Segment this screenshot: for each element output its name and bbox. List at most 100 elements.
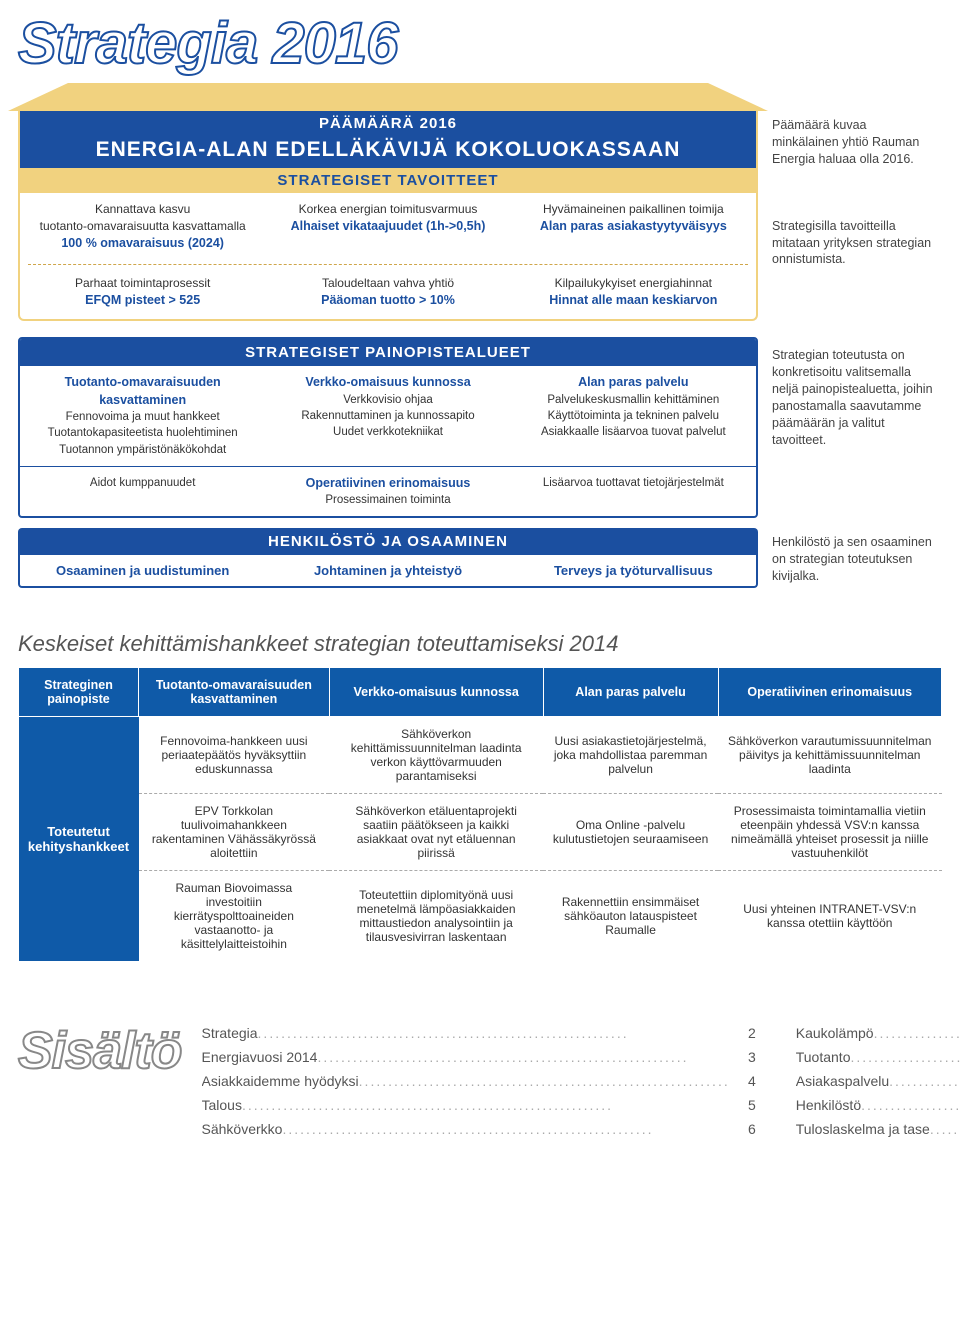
- toc-row: Henkilöstö13: [796, 1093, 960, 1117]
- toc-page: 3: [730, 1049, 756, 1065]
- cell: Sähköverkon varautumissuunnitelman päivi…: [718, 716, 942, 793]
- toc-label: Asiakkaidemme hyödyksi: [202, 1073, 730, 1089]
- toc-row: Tuloslaskelma ja tase14: [796, 1117, 960, 1141]
- t: Kilpailukykyiset energiahinnat: [555, 276, 712, 290]
- cell: Prosessimaista toimintamallia vietiin et…: [718, 793, 942, 870]
- tav-r1-c3: Hyvämaineinen paikallinen toimija Alan p…: [511, 193, 756, 262]
- tavoitteet-row2: Parhaat toimintaprosessit EFQM pisteet >…: [20, 267, 756, 319]
- tav-r2-c3: Kilpailukykyiset energiahinnat Hinnat al…: [511, 267, 756, 319]
- row-label: Toteutetut kehityshankkeet: [19, 716, 139, 961]
- cell: Toteutettiin diplomityönä uusi menetelmä…: [329, 870, 543, 961]
- toc-label: Tuotanto: [796, 1049, 960, 1065]
- focus-r2-c3: Lisäarvoa tuottavat tietojärjestelmät: [511, 467, 756, 517]
- tav-r1-c2: Korkea energian toimitusvarmuus Alhaiset…: [265, 193, 510, 262]
- toc-row: Asiakaspalvelu12: [796, 1069, 960, 1093]
- side-note-1: Päämäärä kuvaa minkälainen yhtiö Rauman …: [772, 117, 934, 168]
- t: Parhaat toimintaprosessit: [75, 276, 210, 290]
- t-strong: Hinnat alle maan keskiarvon: [521, 292, 746, 310]
- toc-row: Strategia2: [202, 1021, 756, 1045]
- table-row: Toteutetut kehityshankkeet Fennovoima-ha…: [19, 716, 942, 793]
- focus-header: STRATEGISET PAINOPISTEALUEET: [20, 339, 756, 366]
- toc-col-left: Strategia2 Energiavuosi 20143 Asiakkaide…: [202, 1021, 756, 1141]
- tav-r2-c2: Taloudeltaan vahva yhtiö Pääoman tuotto …: [265, 267, 510, 319]
- henkilosto-header: HENKILÖSTÖ JA OSAAMINEN: [18, 528, 758, 555]
- henkilosto-cells: Osaaminen ja uudistuminen Johtaminen ja …: [18, 555, 758, 588]
- focus-r1-c3: Alan paras palvelu Palvelukeskusmallin k…: [511, 366, 756, 465]
- focus-box: STRATEGISET PAINOPISTEALUEET Tuotanto-om…: [18, 337, 758, 518]
- toc-label: Henkilöstö: [796, 1097, 960, 1113]
- t-strong: Alan paras asiakastyytyväisyys: [521, 218, 746, 236]
- focus-body: Aidot kumppanuudet: [30, 475, 255, 491]
- t: tuotanto-omavaraisuutta kasvattamalla: [40, 219, 246, 233]
- toc: Sisältö Strategia2 Energiavuosi 20143 As…: [18, 1021, 942, 1141]
- tav-r1-c1: Kannattava kasvu tuotanto-omavaraisuutta…: [20, 193, 265, 262]
- cell: Fennovoima-hankkeen uusi periaatepäätös …: [139, 716, 330, 793]
- toc-row: Energiavuosi 20143: [202, 1045, 756, 1069]
- focus-title: Tuotanto-omavaraisuuden kasvattaminen: [30, 374, 255, 409]
- toc-label: Sähköverkko: [202, 1121, 730, 1137]
- cell: Uusi yhteinen INTRANET-VSV:n kanssa otet…: [718, 870, 942, 961]
- toc-row: Talous5: [202, 1093, 756, 1117]
- toc-label: Strategia: [202, 1025, 730, 1041]
- divider: [28, 264, 748, 265]
- toc-page: 5: [730, 1097, 756, 1113]
- th: Verkko-omaisuus kunnossa: [329, 667, 543, 716]
- strategy-house-row: PÄÄMÄÄRÄ 2016 ENERGIA-ALAN EDELLÄKÄVIJÄ …: [18, 83, 942, 321]
- henk-c1: Osaaminen ja uudistuminen: [20, 555, 265, 586]
- table-body: Toteutetut kehityshankkeet Fennovoima-ha…: [19, 716, 942, 961]
- t: Korkea energian toimitusvarmuus: [299, 202, 478, 216]
- focus-body: Prosessimainen toiminta: [275, 492, 500, 508]
- th: Strateginen painopiste: [19, 667, 139, 716]
- toc-row: Sähköverkko6: [202, 1117, 756, 1141]
- t-strong: Pääoman tuotto > 10%: [275, 292, 500, 310]
- th: Tuotanto-omavaraisuuden kasvattaminen: [139, 667, 330, 716]
- focus-r1-c1: Tuotanto-omavaraisuuden kasvattaminen Fe…: [20, 366, 265, 465]
- strategy-house: PÄÄMÄÄRÄ 2016 ENERGIA-ALAN EDELLÄKÄVIJÄ …: [18, 83, 758, 321]
- henkilosto-row: HENKILÖSTÖ JA OSAAMINEN Osaaminen ja uud…: [18, 528, 942, 591]
- cell: Oma Online -palvelu kulutustietojen seur…: [543, 793, 718, 870]
- t: Hyvämaineinen paikallinen toimija: [543, 202, 724, 216]
- toc-page: 2: [730, 1025, 756, 1041]
- cell: Rakennettiin ensimmäiset sähköauton lata…: [543, 870, 718, 961]
- henkilosto-box: HENKILÖSTÖ JA OSAAMINEN Osaaminen ja uud…: [18, 528, 758, 591]
- side-note-3: Strategian toteutusta on konkretisoitu v…: [758, 341, 938, 528]
- focus-body: Palvelukeskusmallin kehittäminen Käyttöt…: [521, 392, 746, 440]
- cell: Uusi asiakastietojärjestelmä, joka mahdo…: [543, 716, 718, 793]
- projects-table: Strateginen painopiste Tuotanto-omavarai…: [18, 667, 942, 961]
- focus-row: STRATEGISET PAINOPISTEALUEET Tuotanto-om…: [18, 321, 942, 528]
- t-strong: EFQM pisteet > 525: [30, 292, 255, 310]
- side-note-4: Henkilöstö ja sen osaaminen on strategia…: [758, 528, 938, 591]
- toc-label: Talous: [202, 1097, 730, 1113]
- cell: Sähköverkon etäluentaprojekti saatiin pä…: [329, 793, 543, 870]
- strategy-box: PÄÄMÄÄRÄ 2016 ENERGIA-ALAN EDELLÄKÄVIJÄ …: [18, 111, 758, 321]
- side-notes-top: Päämäärä kuvaa minkälainen yhtiö Rauman …: [758, 83, 938, 321]
- toc-label: Asiakaspalvelu: [796, 1073, 960, 1089]
- t-strong: 100 % omavaraisuus (2024): [30, 235, 255, 253]
- toc-page: 4: [730, 1073, 756, 1089]
- side-note-2: Strategisilla tavoitteilla mitataan yrit…: [772, 218, 934, 269]
- table-head: Strateginen painopiste Tuotanto-omavarai…: [19, 667, 942, 716]
- toc-label: Tuloslaskelma ja tase: [796, 1121, 960, 1137]
- th: Alan paras palvelu: [543, 667, 718, 716]
- focus-r2-c2: Operatiivinen erinomaisuus Prosessimaine…: [265, 467, 510, 517]
- cell: Rauman Biovoimassa investoitiin kierräty…: [139, 870, 330, 961]
- page-title: Strategia 2016: [18, 10, 942, 77]
- toc-label: Kaukolämpö: [796, 1025, 960, 1041]
- toc-row: Tuotanto10: [796, 1045, 960, 1069]
- goal-banner-line1: PÄÄMÄÄRÄ 2016: [20, 111, 756, 136]
- th: Operatiivinen erinomaisuus: [718, 667, 942, 716]
- toc-row: Asiakkaidemme hyödyksi4: [202, 1069, 756, 1093]
- tavoitteet-row1: Kannattava kasvu tuotanto-omavaraisuutta…: [20, 193, 756, 262]
- focus-title: Operatiivinen erinomaisuus: [275, 475, 500, 493]
- t: Kannattava kasvu: [95, 202, 190, 216]
- kk-title: Keskeiset kehittämishankkeet strategian …: [18, 631, 942, 657]
- henk-c3: Terveys ja työturvallisuus: [511, 555, 756, 586]
- t: Taloudeltaan vahva yhtiö: [322, 276, 454, 290]
- cell: Sähköverkon kehittämissuunnitelman laadi…: [329, 716, 543, 793]
- toc-col-right: Kaukolämpö8 Tuotanto10 Asiakaspalvelu12 …: [756, 1021, 960, 1141]
- roof-shape: [8, 83, 768, 111]
- focus-title: Verkko-omaisuus kunnossa: [275, 374, 500, 392]
- toc-page: 6: [730, 1121, 756, 1137]
- toc-columns: Strategia2 Energiavuosi 20143 Asiakkaide…: [202, 1021, 960, 1141]
- table-row: EPV Torkkolan tuulivoimahankkeen rakenta…: [19, 793, 942, 870]
